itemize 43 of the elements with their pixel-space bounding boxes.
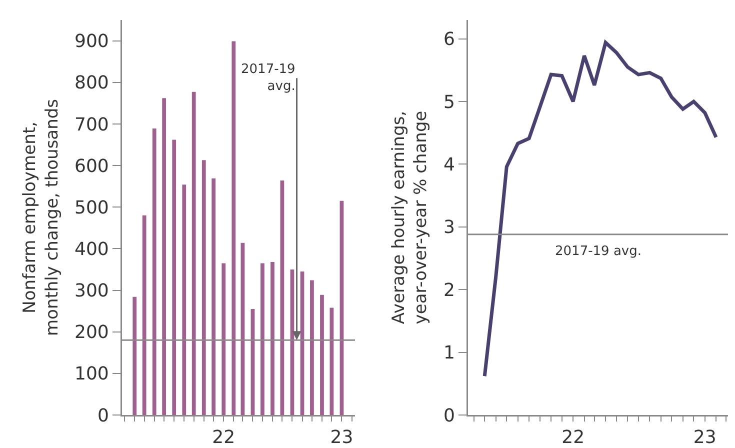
- bar: [152, 128, 156, 415]
- x-tick-label: 22: [562, 427, 585, 448]
- x-tick-label: 23: [693, 427, 716, 448]
- bar: [192, 92, 196, 415]
- bar: [260, 263, 264, 415]
- bar: [182, 184, 186, 415]
- bar: [270, 262, 274, 415]
- y-tick-label: 100: [74, 364, 109, 385]
- annotation: 2017-19 avg.: [241, 62, 296, 94]
- bar: [340, 200, 344, 415]
- bar: [162, 98, 166, 415]
- ref-line-label: 2017-19 avg.: [555, 244, 642, 259]
- y-tick-label: 6: [443, 29, 455, 50]
- y-tick-label: 5: [443, 92, 455, 113]
- y-tick-label: 500: [74, 197, 109, 218]
- y-tick-label: 1: [443, 342, 455, 364]
- bar: [280, 180, 284, 415]
- bar: [202, 160, 206, 415]
- y-tick-label: 800: [74, 72, 109, 94]
- y-tick-label: 700: [74, 114, 109, 136]
- x-tick-label: 22: [212, 427, 236, 448]
- bar: [222, 263, 226, 415]
- y-tick-label: 300: [74, 280, 109, 302]
- y-tick-label: 0: [443, 405, 455, 426]
- y-tick-label: 900: [74, 31, 109, 52]
- bar: [310, 280, 314, 415]
- y-tick-label: 4: [443, 154, 455, 176]
- bar: [320, 294, 324, 415]
- y-axis-title: Average hourly earnings, year-over-year % change: [389, 110, 432, 324]
- y-tick-label: 2: [443, 280, 455, 301]
- bar: [142, 215, 146, 415]
- bar: [132, 296, 137, 415]
- bar: [212, 178, 216, 415]
- y-axis-title: Nonfarm employment, monthly change, thousands: [20, 98, 62, 336]
- y-tick-label: 3: [443, 217, 455, 238]
- y-tick-label: 0: [97, 405, 109, 426]
- bar: [172, 140, 176, 415]
- x-tick-label: 23: [330, 427, 354, 448]
- y-tick-label: 400: [74, 238, 109, 260]
- y-tick-label: 600: [74, 156, 109, 177]
- line-series: [482, 40, 718, 378]
- y-tick-label: 200: [74, 322, 109, 344]
- bar: [232, 41, 236, 415]
